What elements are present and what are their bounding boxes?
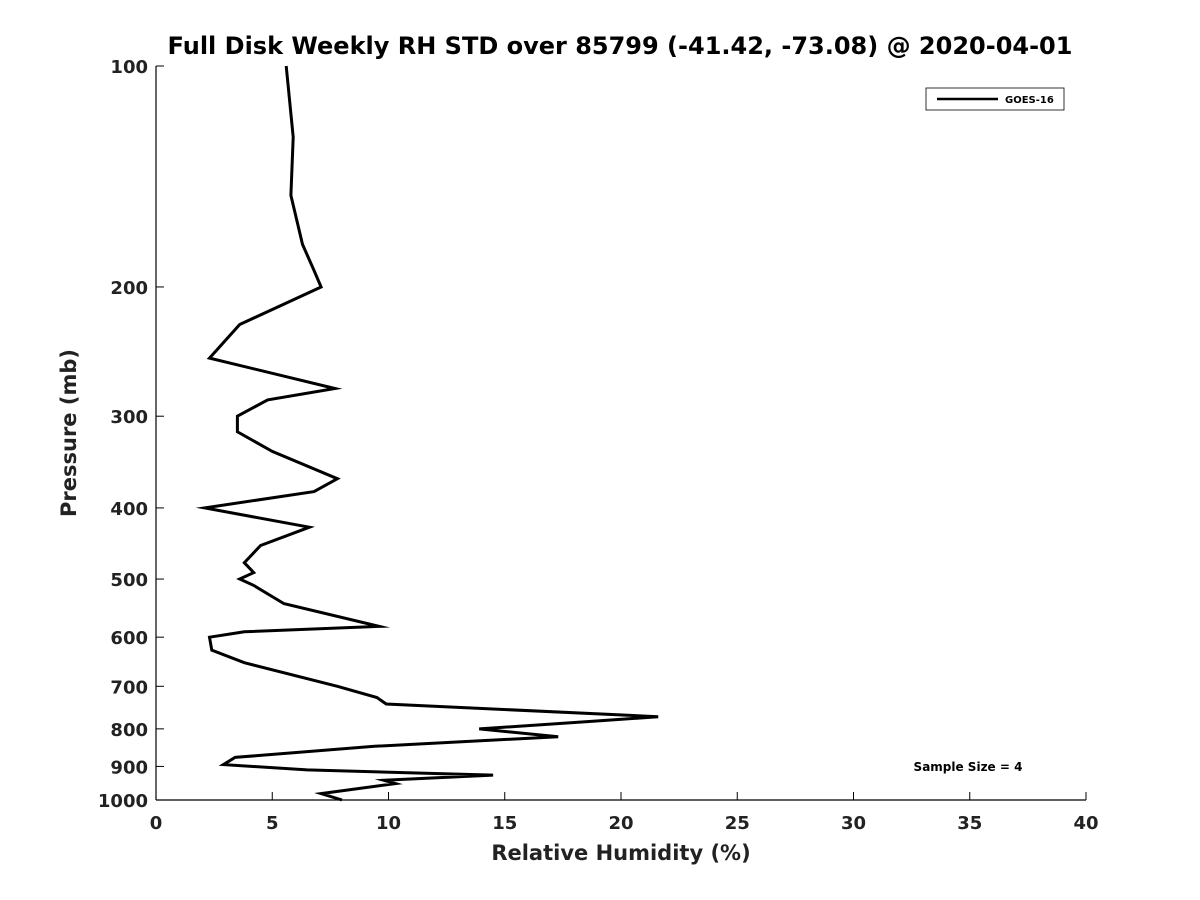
y-ticks: 100 200 300 400 500 600 700 800 900 1000 — [98, 57, 164, 812]
x-axis-label: Relative Humidity (%) — [491, 841, 750, 865]
axes — [155, 66, 1086, 801]
x-tick-label: 40 — [1073, 813, 1098, 834]
x-tick-label: 30 — [841, 813, 866, 834]
x-tick-label: 35 — [957, 813, 982, 834]
series-group — [195, 65, 659, 802]
x-tick-label: 5 — [266, 813, 279, 834]
y-tick-label: 800 — [110, 720, 148, 741]
y-axis-label: Pressure (mb) — [57, 349, 81, 517]
x-tick-label: 10 — [376, 813, 401, 834]
chart-title: Full Disk Weekly RH STD over 85799 (-41.… — [168, 32, 1073, 60]
x-ticks: 0 5 10 15 20 25 30 35 40 — [150, 792, 1099, 834]
legend-label-goes16: GOES-16 — [1005, 95, 1054, 106]
y-tick-label: 500 — [110, 570, 148, 591]
y-tick-label: 700 — [110, 677, 148, 698]
y-tick-label: 100 — [110, 57, 148, 78]
sample-size-annotation: Sample Size = 4 — [914, 760, 1023, 774]
x-tick-label: 0 — [150, 813, 163, 834]
y-tick-label: 200 — [110, 278, 148, 299]
series-line-goes-16 — [195, 65, 659, 802]
y-tick-label: 600 — [110, 628, 148, 649]
y-tick-label: 1000 — [98, 791, 148, 812]
y-tick-label: 900 — [110, 757, 148, 778]
x-tick-label: 20 — [608, 813, 633, 834]
legend: GOES-16 — [925, 87, 1065, 111]
y-tick-label: 300 — [110, 407, 148, 428]
x-tick-label: 15 — [492, 813, 517, 834]
y-tick-label: 400 — [110, 499, 148, 520]
x-tick-label: 25 — [725, 813, 750, 834]
